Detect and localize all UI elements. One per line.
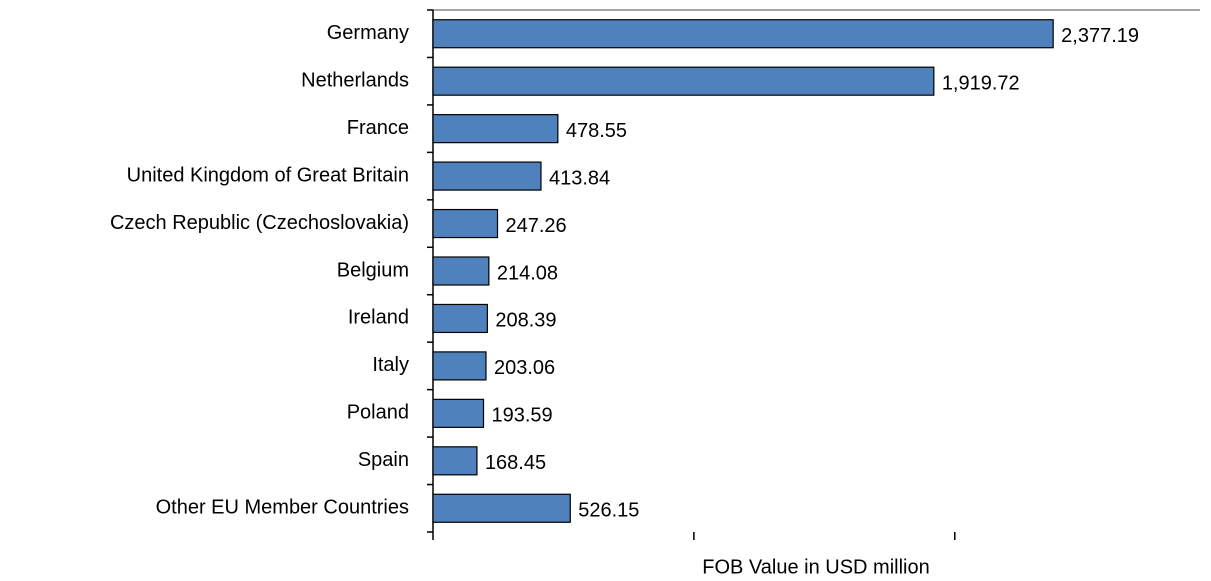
- value-label: 478.55: [566, 120, 627, 142]
- y-tick-label: Netherlands: [301, 69, 409, 91]
- bar: [432, 208, 499, 239]
- value-label: 214.08: [497, 262, 558, 284]
- y-tick-label: United Kingdom of Great Britain: [127, 164, 409, 186]
- bar: [432, 66, 935, 96]
- y-tick-label: Spain: [358, 449, 409, 471]
- bar: [432, 446, 478, 476]
- bar: [432, 398, 485, 428]
- y-tick-label: Belgium: [337, 259, 409, 281]
- bar: [432, 19, 1054, 49]
- y-tick-label: Germany: [327, 22, 409, 44]
- bar: [432, 161, 542, 191]
- value-label: 247.26: [506, 215, 567, 237]
- y-tick-label: Ireland: [348, 307, 409, 329]
- bar: [432, 256, 490, 286]
- value-label: 193.59: [492, 405, 553, 427]
- y-tick-label: France: [347, 117, 409, 139]
- value-label: 2,377.19: [1061, 25, 1139, 47]
- value-label: 208.39: [495, 310, 556, 332]
- y-tick-label: Poland: [347, 402, 409, 424]
- y-tick-label: Czech Republic (Czechoslovakia): [110, 212, 409, 234]
- value-label: 203.06: [494, 357, 555, 379]
- value-label: 168.45: [485, 452, 546, 474]
- bar: [432, 303, 488, 334]
- value-label: 1,919.72: [942, 72, 1020, 94]
- bar: [432, 351, 487, 381]
- y-tick-label: Other EU Member Countries: [156, 497, 409, 519]
- y-tick-label: Italy: [372, 354, 409, 376]
- bar: [432, 493, 571, 523]
- value-label: 526.15: [578, 500, 639, 522]
- value-label: 413.84: [549, 167, 610, 189]
- x-axis-label: FOB Value in USD million: [702, 556, 929, 578]
- bar: [432, 114, 559, 144]
